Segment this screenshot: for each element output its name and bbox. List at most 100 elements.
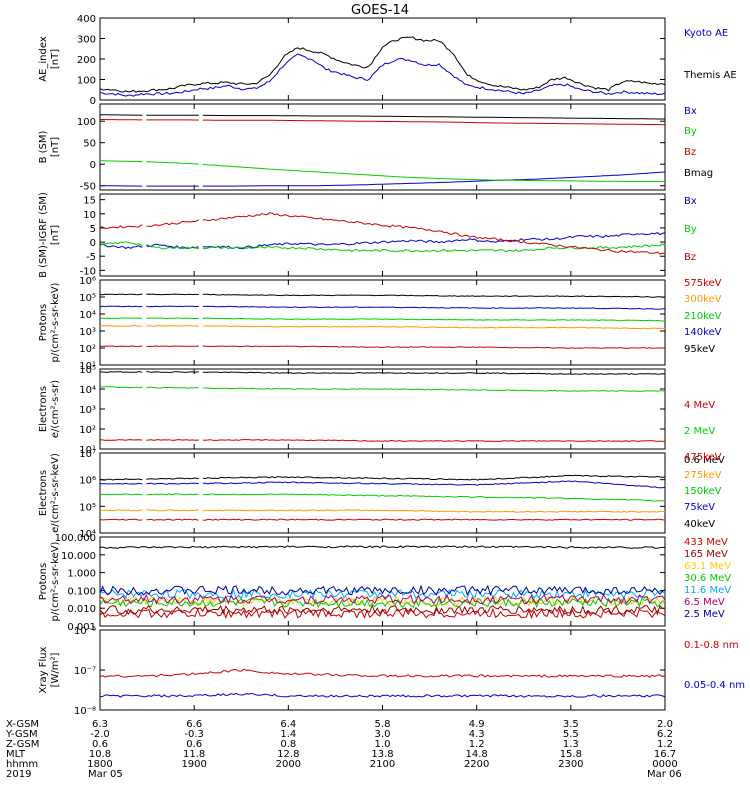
series-line xyxy=(99,293,666,298)
series-line xyxy=(99,474,666,481)
y-axis-label: B (SM)-IGRF (SM) xyxy=(38,192,49,278)
y-tick-label: 10¹ xyxy=(79,361,96,372)
series-line xyxy=(99,493,666,502)
legend-label: Bmag xyxy=(684,168,713,179)
y-tick-label: 100 xyxy=(77,76,96,87)
y-tick-label: 0 xyxy=(90,238,96,249)
y-axis-label: [nT] xyxy=(50,49,61,69)
year-label: 2019 xyxy=(6,769,31,780)
y-axis-label: Electrons xyxy=(38,386,49,432)
legend-label: 475keV xyxy=(684,452,722,463)
legend-label: Bx xyxy=(684,106,697,117)
legend-label: 11.6 MeV xyxy=(684,585,731,596)
legend-label: 433 MeV xyxy=(684,537,728,548)
y-tick-label: -50 xyxy=(80,182,96,193)
y-tick-label: -5 xyxy=(86,252,96,263)
data-gap xyxy=(142,106,147,188)
y-tick-label: 10² xyxy=(79,425,96,436)
panel-frame xyxy=(99,17,666,101)
series-line xyxy=(99,593,666,605)
ephemeris-value: 3.0 xyxy=(375,729,391,740)
ephemeris-value: 6.3 xyxy=(92,719,108,730)
ephemeris-value: 0.8 xyxy=(280,739,296,750)
y-tick-label: 10¹ xyxy=(79,445,96,456)
panel-frame xyxy=(99,452,666,534)
legend-label: 150keV xyxy=(684,486,722,497)
series-line xyxy=(99,584,666,597)
ephemeris-value: 11.8 xyxy=(183,749,205,760)
panel-6: 10⁴ 10⁵ 10⁶ 10⁷ Electrons e/(cm²-s-sr-keV) 475… xyxy=(38,449,722,540)
series-line xyxy=(99,371,666,375)
y-tick-label: 10³ xyxy=(79,405,96,416)
y-axis-label: [W/m²] xyxy=(50,652,61,687)
legend-label: 75keV xyxy=(684,502,715,513)
series-line xyxy=(99,692,666,698)
y-tick-label: 10⁴ xyxy=(79,385,96,396)
y-tick-label: 15 xyxy=(83,196,96,207)
series-line xyxy=(99,480,666,489)
series-line xyxy=(100,119,665,126)
panel-2: 100 50 0 -50 B (SM) [nT] Bx By Bz Bmag xyxy=(38,103,713,193)
y-tick-label: 10⁵ xyxy=(79,365,96,376)
y-tick-label: 0.100 xyxy=(67,586,96,597)
data-gap xyxy=(142,282,147,363)
series-line xyxy=(100,386,666,392)
y-tick-label: 10 xyxy=(83,210,96,221)
series-line xyxy=(99,36,666,93)
series-line xyxy=(99,607,666,620)
legend-label: 2 MeV xyxy=(684,426,715,437)
legend-label: 63.1 MeV xyxy=(684,561,731,572)
panel-frame xyxy=(99,368,666,450)
legend-label: 40keV xyxy=(684,519,715,530)
series-line xyxy=(99,305,666,310)
ephemeris-row-label: X-GSM xyxy=(6,719,39,730)
ephemeris-value: 12.8 xyxy=(277,749,299,760)
y-tick-label: 10⁷ xyxy=(79,449,96,460)
y-tick-label: 0 xyxy=(90,96,96,107)
ephemeris-value: 15.8 xyxy=(560,749,582,760)
data-gap xyxy=(198,282,203,363)
panel-frame xyxy=(99,193,666,277)
ephemeris-value: 2200 xyxy=(464,759,489,770)
ephemeris-value: 6.6 xyxy=(186,719,202,730)
date-end: Mar 06 xyxy=(647,769,682,780)
legend-label: 140keV xyxy=(684,327,722,338)
series-line xyxy=(100,114,665,120)
series-line xyxy=(99,604,666,616)
y-tick-label: 10.000 xyxy=(61,551,96,562)
legend-label: Bz xyxy=(684,147,696,158)
series-line xyxy=(100,160,665,182)
y-tick-label: 300 xyxy=(77,35,96,46)
y-axis-label: [nT] xyxy=(50,225,61,245)
series-line xyxy=(99,53,666,97)
y-tick-label: 10⁶ xyxy=(79,276,96,287)
ephemeris-value: 16.7 xyxy=(654,749,676,760)
y-axis-label: [nT] xyxy=(50,137,61,157)
y-tick-label: 10² xyxy=(79,344,96,355)
y-tick-label: 10⁻⁶ xyxy=(74,626,96,637)
y-tick-label: 10⁴ xyxy=(79,310,96,321)
ephemeris-value: 10.8 xyxy=(89,749,111,760)
y-axis-label: p/(cm²-s-sr-keV) xyxy=(50,541,61,621)
ephemeris-value: 6.2 xyxy=(657,729,673,740)
y-tick-label: 10⁻⁸ xyxy=(74,706,96,717)
data-gap xyxy=(198,196,203,274)
series-line xyxy=(99,545,666,549)
ephemeris-value: 5.5 xyxy=(563,729,579,740)
series-line xyxy=(99,668,666,678)
legend-label: 95keV xyxy=(684,344,715,355)
y-tick-label: 5 xyxy=(90,224,96,235)
series-line xyxy=(99,241,666,253)
panel-3: 15 10 5 0 -5 -10 B (SM)-IGRF (SM) [nT] Bx By Bz xyxy=(38,192,697,278)
y-tick-label: 100 xyxy=(77,117,96,128)
date-start: Mar 05 xyxy=(88,769,123,780)
ephemeris-row-label: MLT xyxy=(6,749,26,760)
y-tick-label: 0.001 xyxy=(67,622,96,633)
y-tick-label: 0 xyxy=(90,160,96,171)
plot-title: GOES-14 xyxy=(351,3,409,18)
ephemeris-value: -2.0 xyxy=(90,729,110,740)
y-tick-label: 50 xyxy=(83,139,96,150)
ephemeris-value: 1.4 xyxy=(280,729,296,740)
